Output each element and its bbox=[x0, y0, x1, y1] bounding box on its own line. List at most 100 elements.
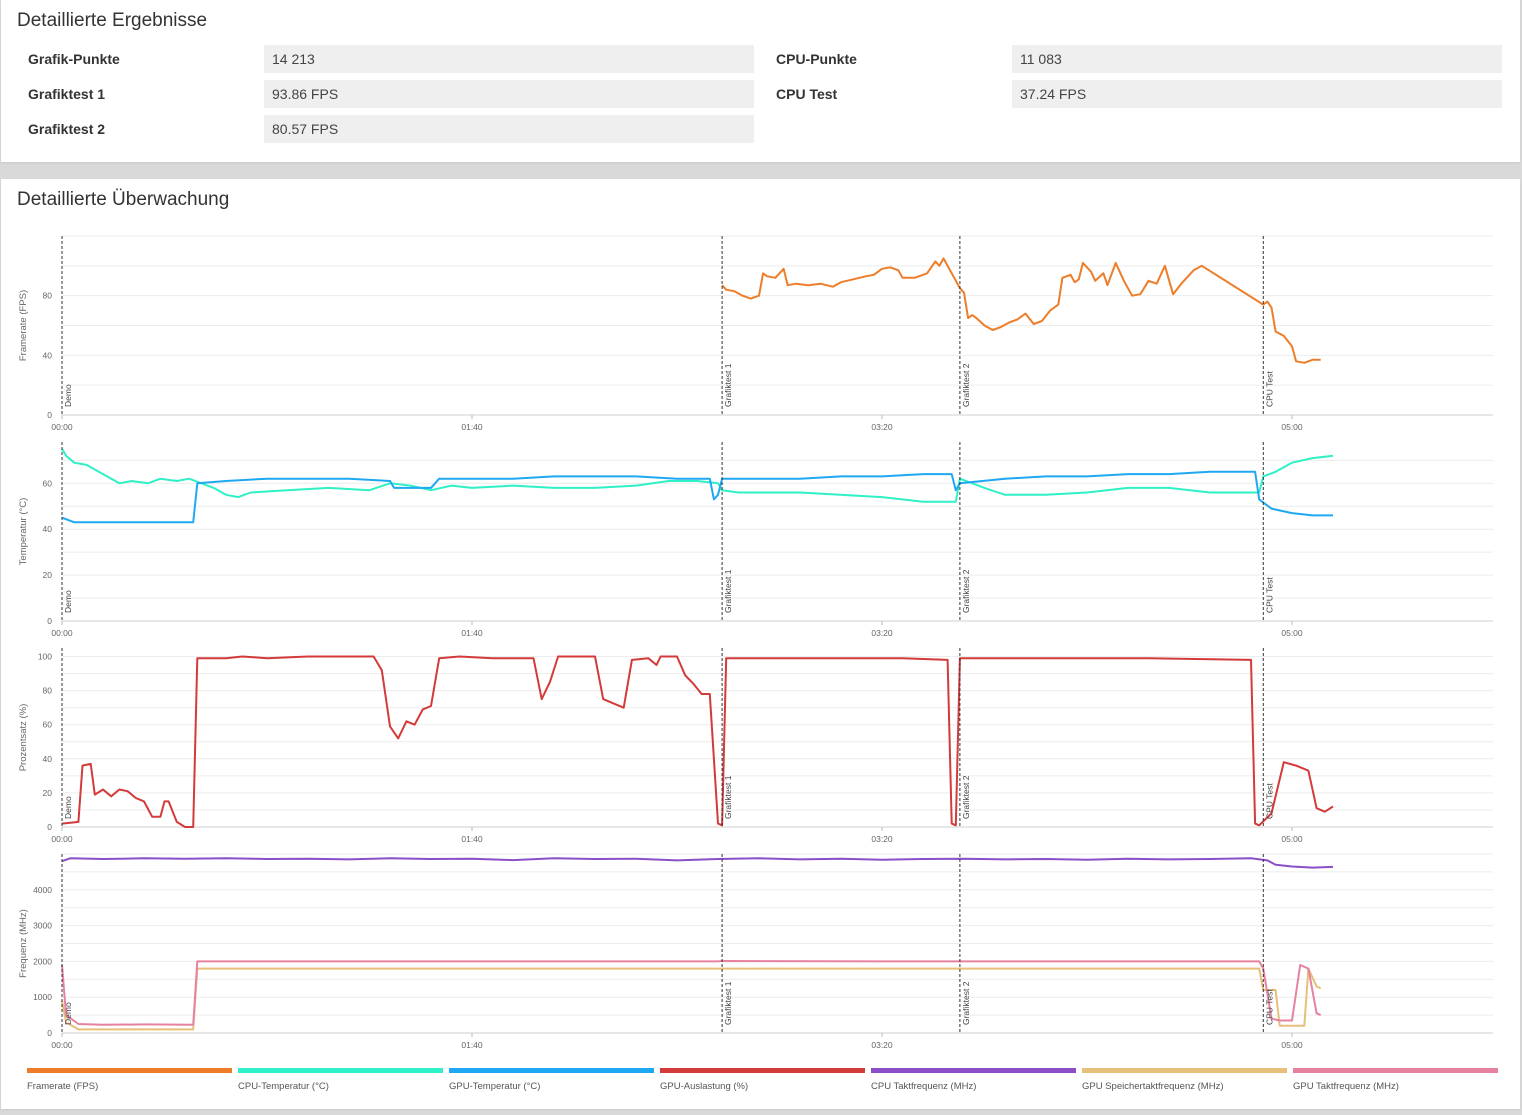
y-tick-label: 40 bbox=[43, 350, 53, 360]
result-row-graphics-test-2: Grafiktest 2 80.57 FPS bbox=[28, 115, 755, 145]
legend-item[interactable]: GPU Speichertaktfrequenz (MHz) bbox=[1082, 1068, 1287, 1094]
y-tick-label: 60 bbox=[43, 478, 53, 488]
series-line-framerate-fps- bbox=[721, 257, 1321, 364]
result-label: CPU Test bbox=[776, 86, 838, 102]
x-tick-label: 05:00 bbox=[1281, 628, 1303, 638]
phase-marker-label: Demo bbox=[63, 796, 73, 819]
y-axis-label: Temperatur (°C) bbox=[18, 498, 29, 566]
results-card: Detaillierte Ergebnisse Grafik-Punkte 14… bbox=[1, 0, 1520, 162]
series-line-cpu-temperatur-c- bbox=[61, 448, 1334, 503]
legend-color-swatch bbox=[27, 1068, 232, 1073]
legend-label: GPU-Auslastung (%) bbox=[660, 1081, 749, 1092]
result-row-cpu-test: CPU Test 37.24 FPS bbox=[776, 80, 1503, 110]
y-tick-label: 0 bbox=[47, 616, 52, 626]
result-value: 80.57 FPS bbox=[264, 115, 754, 143]
phase-marker-label: Grafiktest 2 bbox=[961, 775, 971, 819]
result-value: 14 213 bbox=[264, 45, 754, 73]
series-line-gpu-speichertaktfrequenz-mhz- bbox=[61, 967, 1322, 1031]
legend-label: CPU Taktfrequenz (MHz) bbox=[871, 1081, 977, 1092]
result-label: Grafiktest 2 bbox=[28, 121, 106, 137]
legend-color-swatch bbox=[1293, 1068, 1498, 1073]
result-row-graphics-test-1: Grafiktest 1 93.86 FPS bbox=[28, 80, 755, 110]
series-line-cpu-taktfrequenz-mhz- bbox=[61, 857, 1334, 869]
result-value: 37.24 FPS bbox=[1012, 80, 1502, 108]
x-tick-label: 03:20 bbox=[871, 1040, 893, 1050]
results-title: Detaillierte Ergebnisse bbox=[17, 10, 208, 31]
legend-label: GPU Taktfrequenz (MHz) bbox=[1293, 1081, 1399, 1092]
phase-marker-label: CPU Test bbox=[1264, 577, 1274, 613]
x-tick-label: 03:20 bbox=[871, 422, 893, 432]
result-row-graphics-score: Grafik-Punkte 14 213 bbox=[28, 45, 755, 75]
chart-panel-4: 00:00 01:40 03:20 05:00 0 1000 2000 3000 4000 Fre… bbox=[18, 853, 1493, 1050]
x-tick-label: 01:40 bbox=[461, 1040, 483, 1050]
phase-marker-label: Demo bbox=[63, 1002, 73, 1025]
y-tick-label: 0 bbox=[47, 410, 52, 420]
result-label: Grafik-Punkte bbox=[28, 51, 120, 67]
legend-color-swatch bbox=[1082, 1068, 1287, 1073]
result-value: 11 083 bbox=[1012, 45, 1502, 73]
result-row-cpu-score: CPU-Punkte 11 083 bbox=[776, 45, 1503, 75]
phase-marker-label: CPU Test bbox=[1264, 371, 1274, 407]
result-label: Grafiktest 1 bbox=[28, 86, 106, 102]
monitoring-title: Detaillierte Überwachung bbox=[17, 189, 230, 210]
y-tick-label: 20 bbox=[43, 788, 53, 798]
x-tick-label: 05:00 bbox=[1281, 834, 1303, 844]
y-axis-label: Framerate (FPS) bbox=[18, 290, 29, 361]
legend-color-swatch bbox=[449, 1068, 654, 1073]
x-tick-label: 01:40 bbox=[461, 834, 483, 844]
phase-marker-label: Grafiktest 2 bbox=[961, 363, 971, 407]
x-tick-label: 00:00 bbox=[51, 1040, 73, 1050]
series-line-gpu-taktfrequenz-mhz- bbox=[61, 960, 1322, 1026]
phase-marker-label: Demo bbox=[63, 590, 73, 613]
legend-item[interactable]: CPU-Temperatur (°C) bbox=[238, 1068, 443, 1094]
phase-marker-label: CPU Test bbox=[1264, 989, 1274, 1025]
x-tick-label: 00:00 bbox=[51, 422, 73, 432]
legend-label: Framerate (FPS) bbox=[27, 1081, 99, 1092]
phase-marker-label: CPU Test bbox=[1264, 783, 1274, 819]
y-tick-label: 1000 bbox=[33, 992, 52, 1002]
chart-panel-2: 00:00 01:40 03:20 05:00 0 20 40 60 Temperatur (°… bbox=[18, 442, 1493, 638]
legend-item[interactable]: GPU-Temperatur (°C) bbox=[449, 1068, 654, 1094]
y-tick-label: 4000 bbox=[33, 885, 52, 895]
legend-label: CPU-Temperatur (°C) bbox=[238, 1081, 329, 1092]
chart-panel-1: 00:00 01:40 03:20 05:00 0 40 80 Framerate (FPS)… bbox=[18, 235, 1493, 432]
phase-marker-label: Demo bbox=[63, 384, 73, 407]
series-line-gpu-auslastung- bbox=[61, 655, 1334, 828]
y-tick-label: 80 bbox=[43, 291, 53, 301]
y-tick-label: 40 bbox=[43, 524, 53, 534]
x-tick-label: 03:20 bbox=[871, 834, 893, 844]
y-tick-label: 3000 bbox=[33, 921, 52, 931]
legend-item[interactable]: GPU-Auslastung (%) bbox=[660, 1068, 865, 1094]
phase-marker-label: Grafiktest 2 bbox=[961, 569, 971, 613]
y-tick-label: 80 bbox=[43, 686, 53, 696]
y-tick-label: 60 bbox=[43, 720, 53, 730]
result-label: CPU-Punkte bbox=[776, 51, 857, 67]
chart-panel-3: 00:00 01:40 03:20 05:00 0 20 40 60 80 100 Prozents… bbox=[18, 648, 1493, 844]
x-tick-label: 00:00 bbox=[51, 834, 73, 844]
legend-color-swatch bbox=[660, 1068, 865, 1073]
phase-marker-label: Grafiktest 2 bbox=[961, 981, 971, 1025]
monitoring-card: Detaillierte Überwachung bbox=[1, 179, 1520, 1109]
legend-item[interactable]: Framerate (FPS) bbox=[27, 1068, 232, 1094]
phase-marker-label: Grafiktest 1 bbox=[723, 981, 733, 1025]
y-axis-label: Prozentsatz (%) bbox=[18, 704, 29, 772]
phase-marker-label: Grafiktest 1 bbox=[723, 363, 733, 407]
x-tick-label: 05:00 bbox=[1281, 422, 1303, 432]
legend-item[interactable]: GPU Taktfrequenz (MHz) bbox=[1293, 1068, 1498, 1094]
series-line-gpu-temperatur-c- bbox=[61, 470, 1333, 524]
y-tick-label: 0 bbox=[47, 1028, 52, 1038]
legend-color-swatch bbox=[238, 1068, 443, 1073]
y-tick-label: 2000 bbox=[33, 956, 52, 966]
y-tick-label: 0 bbox=[47, 822, 52, 832]
legend-item[interactable]: CPU Taktfrequenz (MHz) bbox=[871, 1068, 1076, 1094]
y-tick-label: 40 bbox=[43, 754, 53, 764]
x-tick-label: 03:20 bbox=[871, 628, 893, 638]
x-tick-label: 05:00 bbox=[1281, 1040, 1303, 1050]
result-value: 93.86 FPS bbox=[264, 80, 754, 108]
y-tick-label: 20 bbox=[43, 570, 53, 580]
x-tick-label: 01:40 bbox=[461, 422, 483, 432]
x-tick-label: 01:40 bbox=[461, 628, 483, 638]
legend-color-swatch bbox=[871, 1068, 1076, 1073]
x-tick-label: 00:00 bbox=[51, 628, 73, 638]
